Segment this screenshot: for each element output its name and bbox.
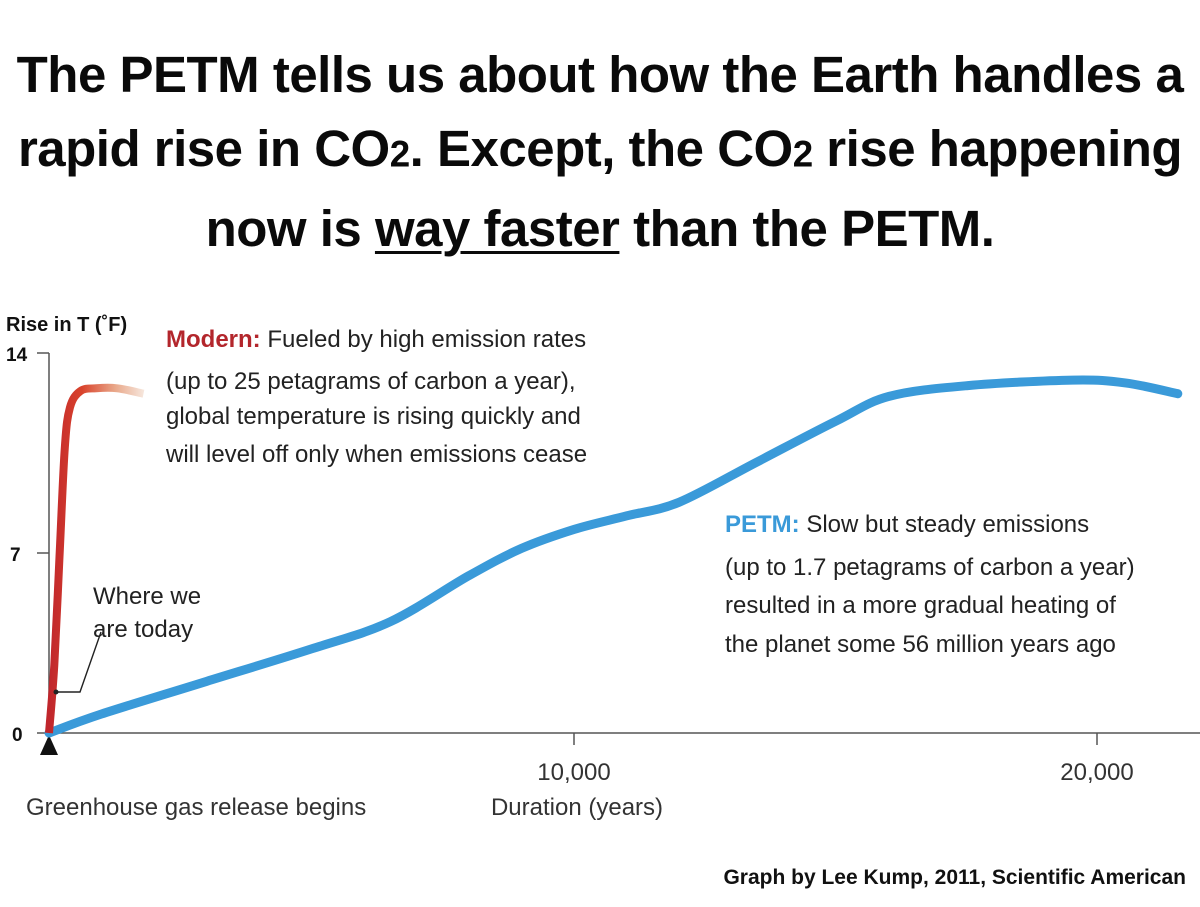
y-tick-label-0: 0 bbox=[12, 725, 23, 746]
today-label-line-1: Where we bbox=[93, 583, 201, 610]
credit-line: Graph by Lee Kump, 2011, Scientific Amer… bbox=[723, 866, 1186, 889]
x-tick-label-20000: 20,000 bbox=[1060, 759, 1133, 786]
headline: The PETM tells us about how the Earth ha… bbox=[0, 38, 1200, 266]
x-tick-label-10000: 10,000 bbox=[537, 759, 610, 786]
x-axis-title: Duration (years) bbox=[491, 794, 663, 821]
petm-note-line-2: (up to 1.7 petagrams of carbon a year) bbox=[725, 554, 1135, 581]
today-marker bbox=[53, 689, 59, 695]
petm-series-line bbox=[44, 375, 1183, 738]
modern-note-line-2: (up to 25 petagrams of carbon a year), bbox=[166, 368, 576, 395]
headline-text-3a: now is bbox=[205, 199, 375, 257]
modern-series-line bbox=[45, 383, 145, 734]
petm-annotation: PETM: Slow but steady emissions (up to 1… bbox=[725, 511, 1135, 658]
petm-note-line-1: PETM: Slow but steady emissions bbox=[725, 511, 1089, 538]
y-tick-label-14: 14 bbox=[6, 345, 28, 366]
headline-text-2a: rapid rise in CO bbox=[17, 120, 390, 177]
modern-note-lead: Modern: bbox=[166, 326, 261, 353]
modern-note-line-3: global temperature is rising quickly and bbox=[166, 403, 581, 430]
today-leader-line bbox=[57, 631, 102, 693]
petm-note-line-4: the planet some 56 million years ago bbox=[725, 631, 1116, 658]
headline-line-3: now is way faster than the PETM. bbox=[0, 192, 1200, 266]
headline-text-2b: . Except, the CO bbox=[409, 120, 794, 177]
petm-note-text-1: Slow but steady emissions bbox=[800, 511, 1089, 538]
petm-note-lead: PETM: bbox=[725, 511, 800, 538]
co2-subscript-2: 2 bbox=[792, 133, 813, 175]
headline-text-2c: rise happening bbox=[812, 120, 1183, 177]
y-axis-title: Rise in T (˚F) bbox=[6, 313, 127, 336]
today-label-line-2: are today bbox=[93, 616, 193, 643]
origin-label: Greenhouse gas release begins bbox=[26, 794, 366, 821]
headline-line-1: The PETM tells us about how the Earth ha… bbox=[16, 46, 1184, 103]
headline-text-3b: than the PETM. bbox=[619, 199, 995, 257]
modern-note-text-1: Fueled by high emission rates bbox=[261, 326, 587, 353]
co2-subscript-1: 2 bbox=[389, 133, 410, 175]
petm-note-line-3: resulted in a more gradual heating of bbox=[725, 592, 1116, 619]
start-marker-icon bbox=[40, 735, 58, 755]
headline-emphasis: way faster bbox=[374, 199, 620, 257]
modern-note-line-1: Modern: Fueled by high emission rates bbox=[166, 326, 586, 353]
modern-annotation: Modern: Fueled by high emission rates (u… bbox=[165, 326, 587, 468]
y-tick-label-7: 7 bbox=[10, 545, 21, 566]
headline-line-2: rapid rise in CO2. Except, the CO2 rise … bbox=[0, 112, 1200, 192]
modern-note-line-4: will level off only when emissions cease bbox=[165, 441, 587, 468]
